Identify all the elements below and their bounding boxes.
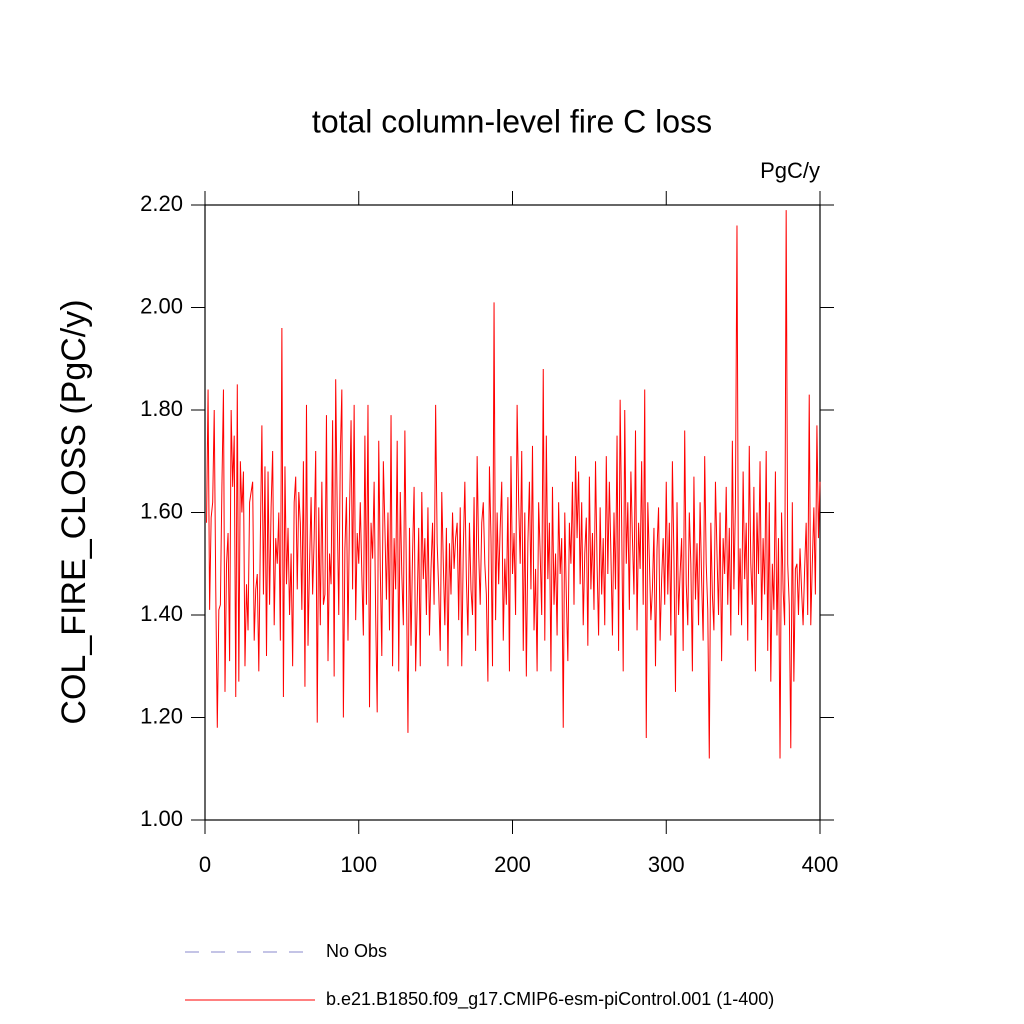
y-tick-label: 1.20 [140,703,183,728]
plot-frame [204,204,821,821]
y-tick-label: 2.20 [140,191,183,216]
data-line [206,210,821,759]
x-tick-label: 400 [802,852,839,877]
y-tick-label: 1.60 [140,498,183,523]
y-axis-title: COL_FIRE_CLOSS (PgC/y) [55,299,93,724]
x-tick-label: 0 [199,852,211,877]
y-tick-label: 1.80 [140,396,183,421]
legend-label: No Obs [326,941,387,961]
y-tick-label: 2.00 [140,293,183,318]
chart-title: total column-level fire C loss [312,103,712,139]
y-tick-label: 1.00 [140,806,183,831]
legend-label: b.e21.B1850.f09_g17.CMIP6-esm-piControl.… [326,989,774,1010]
units-label: PgC/y [760,158,820,183]
x-tick-label: 300 [648,852,685,877]
x-tick-label: 100 [340,852,377,877]
y-tick-label: 1.40 [140,601,183,626]
x-tick-label: 200 [494,852,531,877]
